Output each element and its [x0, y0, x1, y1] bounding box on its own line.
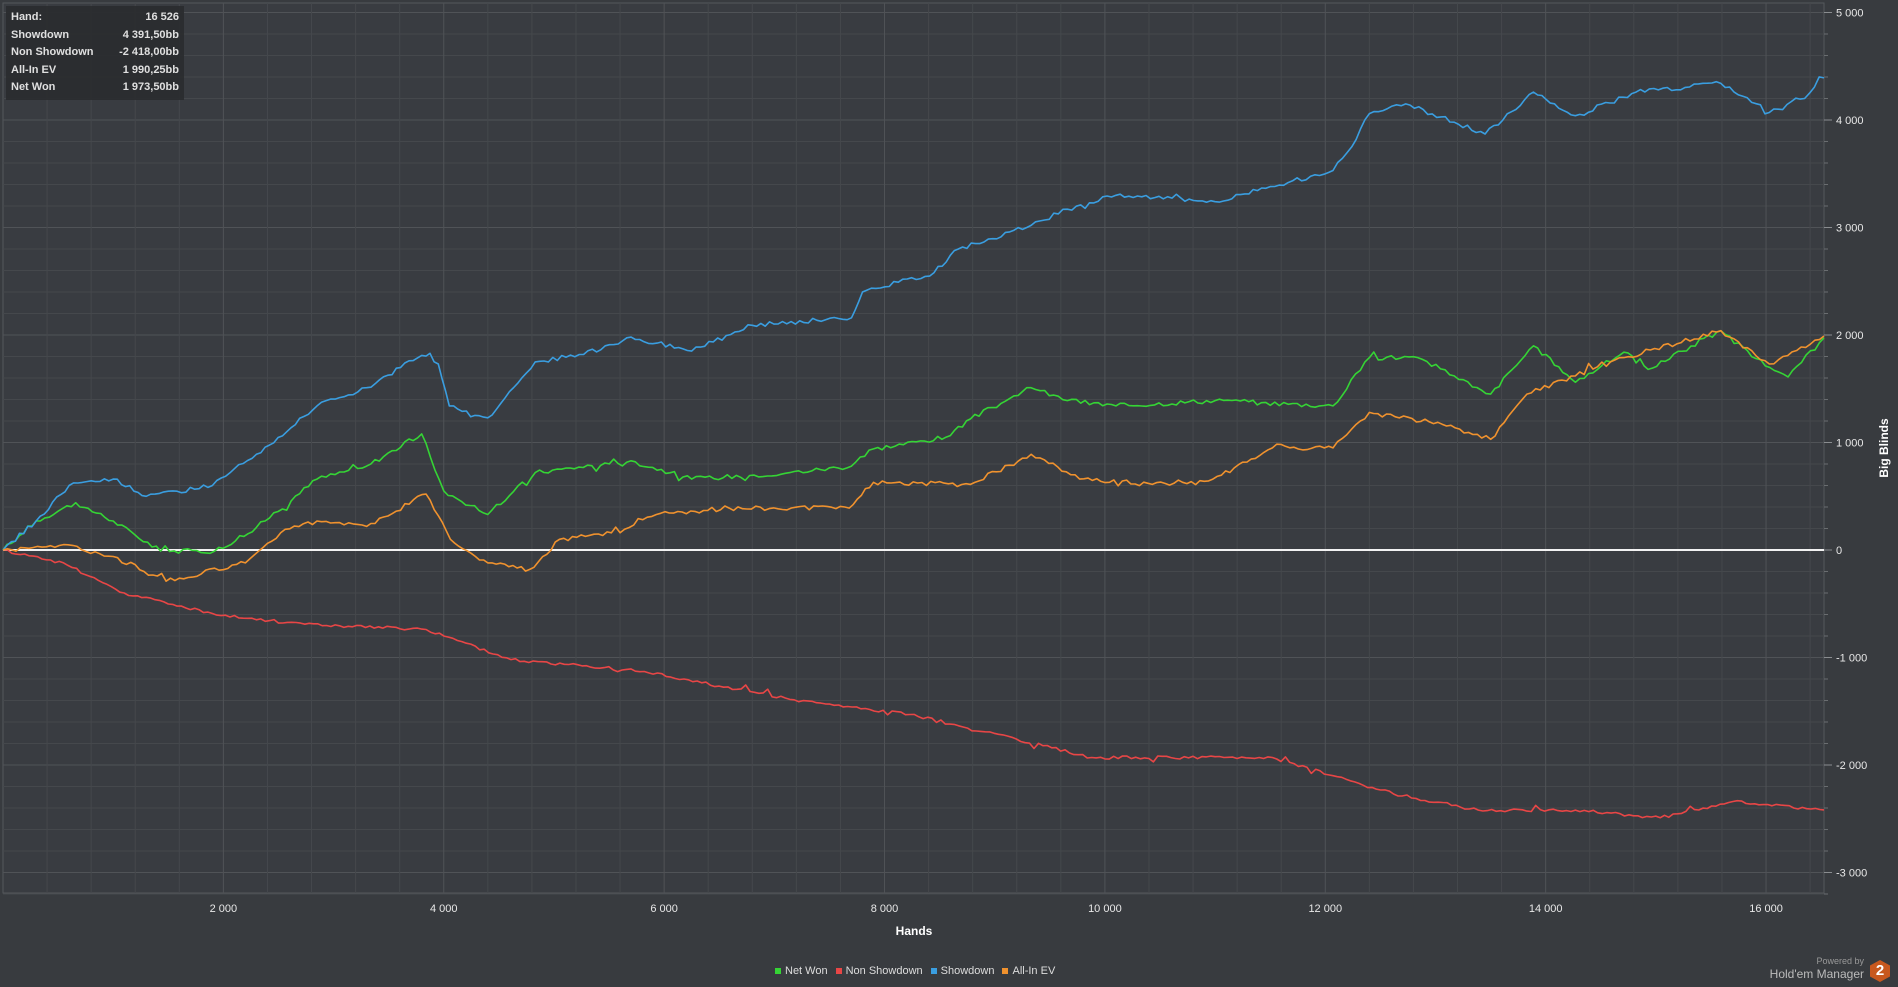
- y-tick-label: 2 000: [1836, 330, 1864, 342]
- x-tick-label: 2 000: [210, 903, 238, 915]
- powered-by-text: Powered by: [1816, 956, 1864, 966]
- legend-swatch: [775, 968, 781, 974]
- legend-label: Showdown: [940, 965, 995, 977]
- legend-swatch: [930, 968, 937, 974]
- tooltip-label: All-In EV: [11, 63, 57, 76]
- tooltip-row-hand: Hand: 16 526: [6, 9, 184, 27]
- series-line-net-won: [2, 329, 1825, 555]
- y-tick-label: 0: [1836, 545, 1842, 557]
- tooltip-value: 4 391,50bb: [122, 28, 179, 41]
- x-axis-label: Hands: [896, 924, 933, 938]
- tooltip-row-allin-ev: All-In EV 1 990,25bb: [6, 62, 184, 80]
- y-tick-label: 4 000: [1836, 115, 1864, 127]
- series-line-all-in-ev: [2, 329, 1825, 582]
- product-name: Hold'em Manager: [1769, 967, 1864, 981]
- powered-by-branding: Powered by Hold'em Manager 2: [1770, 956, 1890, 982]
- y-tick-label: -1 000: [1836, 653, 1867, 665]
- branding-text: Powered by Hold'em Manager: [1770, 956, 1864, 982]
- x-tick-label: 12 000: [1308, 903, 1342, 915]
- y-tick-label: -3 000: [1836, 868, 1867, 880]
- legend-swatch: [835, 968, 842, 974]
- plot-area: [2, 2, 1825, 894]
- x-tick-label: 4 000: [430, 903, 458, 915]
- chart-legend: Net Won Non Showdown Showdown All-In EV: [775, 965, 1055, 977]
- legend-label: All-In EV: [1012, 965, 1056, 977]
- legend-label: Net Won: [785, 965, 828, 977]
- tooltip-row-net-won: Net Won 1 973,50bb: [6, 79, 184, 97]
- series-line-showdown: [2, 76, 1825, 551]
- x-tick-label: 16 000: [1749, 903, 1783, 915]
- series-line-non-showdown: [2, 549, 1825, 819]
- x-tick-label: 6 000: [650, 903, 678, 915]
- legend-item-showdown[interactable]: Showdown: [930, 965, 995, 977]
- tooltip-row-non-showdown: Non Showdown -2 418,00bb: [6, 44, 184, 62]
- legend-item-allin-ev[interactable]: All-In EV: [1002, 965, 1055, 977]
- legend-swatch: [1002, 968, 1009, 974]
- hover-tooltip: Hand: 16 526 Showdown 4 391,50bb Non Showd…: [6, 6, 184, 100]
- legend-label: Non Showdown: [845, 965, 923, 977]
- tooltip-row-showdown: Showdown 4 391,50bb: [6, 27, 184, 45]
- y-axis-label: Big Blinds: [1877, 418, 1891, 478]
- grid: [3, 3, 1824, 895]
- x-tick-label: 8 000: [871, 903, 899, 915]
- y-tick-label: 5 000: [1836, 8, 1864, 20]
- y-tick-label: -2 000: [1836, 760, 1867, 772]
- legend-item-net-won[interactable]: Net Won: [775, 965, 828, 977]
- tooltip-label: Showdown: [11, 28, 70, 41]
- tooltip-label: Net Won: [11, 81, 56, 93]
- legend-item-non-showdown[interactable]: Non Showdown: [835, 965, 923, 977]
- tooltip-value: 1 990,25bb: [122, 63, 179, 76]
- hm2-logo-icon: 2: [1870, 960, 1890, 982]
- axis-ticks: 5 000 4 000 3 000 2 000 1 000 0 -1 000 -2 000 -3…: [210, 8, 1868, 916]
- x-tick-label: 10 000: [1088, 903, 1122, 915]
- series-lines: [2, 76, 1825, 819]
- tooltip-value: -2 418,00bb: [119, 46, 179, 58]
- y-tick-label: 3 000: [1836, 223, 1864, 235]
- tooltip-value: 1 973,50bb: [122, 81, 179, 93]
- tooltip-label: Non Showdown: [11, 46, 94, 58]
- tooltip-label: Hand:: [11, 11, 43, 23]
- y-tick-label: 1 000: [1836, 438, 1864, 450]
- x-tick-label: 14 000: [1529, 903, 1563, 915]
- tooltip-value: 16 526: [145, 11, 179, 23]
